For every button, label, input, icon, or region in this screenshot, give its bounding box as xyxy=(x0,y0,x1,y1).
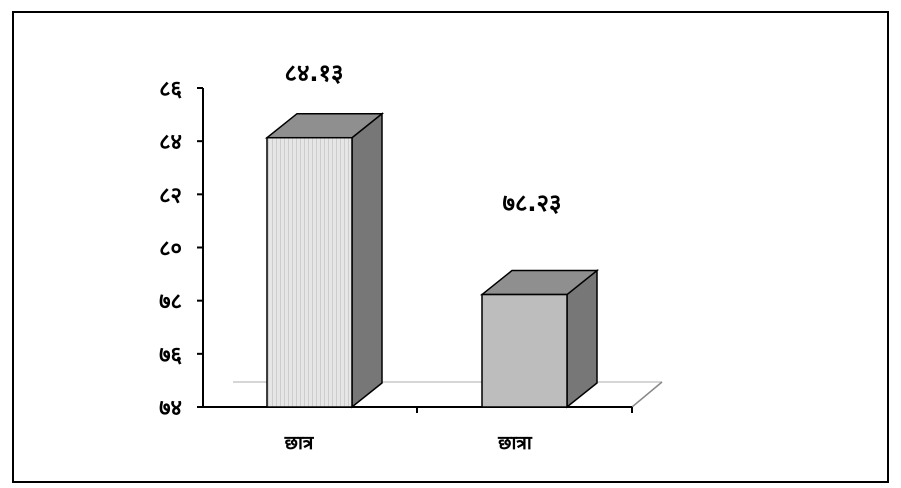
bar-group xyxy=(264,112,600,409)
category-label: छात्रा xyxy=(497,432,533,454)
chart-frame xyxy=(12,11,889,483)
data-label: ७८.२३ xyxy=(502,189,561,217)
floor-right-edge xyxy=(631,381,663,408)
y-tick-label: ८० xyxy=(159,237,182,262)
y-tick-label: ७६ xyxy=(159,343,182,368)
bar-front xyxy=(481,293,568,408)
y-tick-label: ७८ xyxy=(159,290,182,315)
data-label: ८४.१३ xyxy=(284,59,343,87)
bar xyxy=(479,268,600,409)
y-tick-label: ८६ xyxy=(159,77,182,102)
bar xyxy=(264,112,385,409)
y-tick-group: ७४ ७६ ७८ ८० ८२ ८४ ८६ xyxy=(159,77,203,421)
bar-side xyxy=(351,112,383,409)
category-label: छात्र xyxy=(284,432,315,454)
y-tick-label: ८२ xyxy=(159,183,182,208)
bar-front xyxy=(266,136,353,408)
y-tick-label: ७४ xyxy=(159,396,182,421)
y-tick-label: ८४ xyxy=(159,130,182,155)
